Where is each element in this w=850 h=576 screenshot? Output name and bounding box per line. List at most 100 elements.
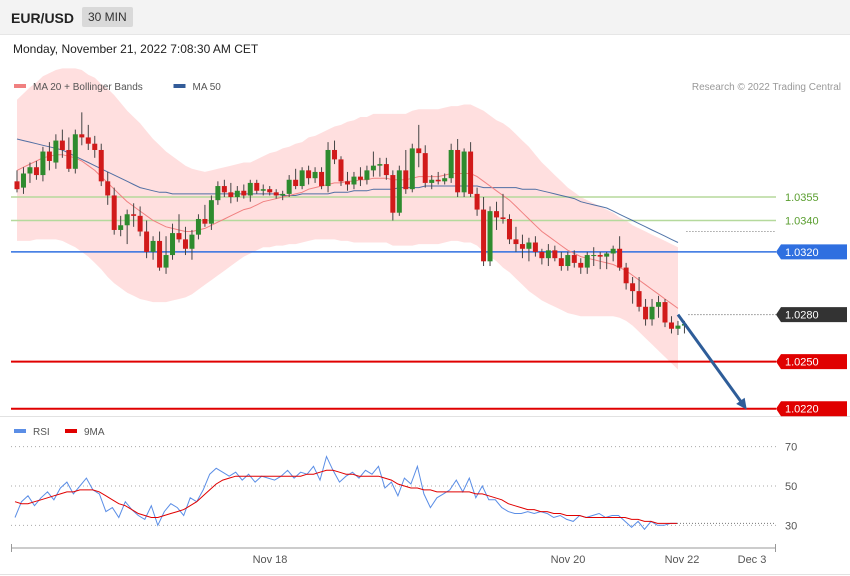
candle-body bbox=[170, 233, 176, 256]
candle-body bbox=[267, 189, 273, 193]
rsi-legend-swatch-1 bbox=[65, 429, 77, 433]
candle-body bbox=[597, 255, 603, 257]
level-tag-1.0280 bbox=[776, 307, 847, 323]
rsi-ma-line bbox=[14, 469, 677, 524]
candle-body bbox=[675, 325, 681, 329]
candle-body bbox=[208, 200, 214, 224]
level-tag-1.0220 bbox=[776, 401, 847, 417]
candle-body bbox=[299, 170, 305, 187]
forecast-arrow bbox=[676, 313, 745, 406]
candle-body bbox=[332, 149, 338, 160]
candle-body bbox=[79, 134, 85, 138]
candle-body bbox=[532, 242, 538, 252]
candle-body bbox=[455, 149, 461, 193]
candle-body bbox=[662, 302, 668, 323]
candle-body bbox=[14, 181, 20, 190]
candle-body bbox=[435, 179, 441, 182]
candle-body bbox=[260, 189, 266, 191]
candle-body bbox=[286, 179, 292, 194]
candle-body bbox=[118, 225, 124, 230]
candle-body bbox=[273, 192, 279, 196]
candle-body bbox=[351, 176, 357, 185]
candle-body bbox=[111, 195, 117, 230]
candle-body bbox=[33, 167, 39, 176]
candle-body bbox=[312, 171, 318, 179]
candle-body bbox=[338, 159, 344, 182]
candle-body bbox=[92, 143, 98, 150]
level-tag-1.0320 bbox=[776, 244, 847, 260]
candle-body bbox=[513, 239, 519, 245]
candle-body bbox=[500, 217, 506, 219]
candle-body bbox=[578, 262, 584, 268]
time-label-2: Nov 22 bbox=[665, 554, 700, 566]
credit-text: Research © 2022 Trading Central bbox=[692, 82, 841, 93]
time-label-1: Nov 20 bbox=[551, 554, 586, 566]
level-label-1.0355: 1.0355 bbox=[785, 192, 819, 204]
candle-body bbox=[539, 251, 545, 259]
candle-body bbox=[656, 302, 662, 307]
candle-body bbox=[215, 186, 221, 201]
candle-body bbox=[157, 240, 163, 268]
candle-body bbox=[422, 153, 428, 183]
candle-body bbox=[396, 170, 402, 213]
candle-body bbox=[247, 182, 253, 196]
rsi-tick-50: 50 bbox=[785, 481, 797, 493]
candle-body bbox=[228, 192, 234, 198]
candle-body bbox=[221, 186, 227, 193]
candle-body bbox=[293, 179, 299, 187]
level-label-1.0280: 1.0280 bbox=[785, 310, 819, 322]
forecast-arrowhead bbox=[736, 397, 747, 410]
candle-body bbox=[481, 209, 487, 262]
rsi-tick-30: 30 bbox=[785, 520, 797, 532]
header-bar: EUR/USD 30 MIN bbox=[0, 0, 850, 35]
time-label-3: Dec 3 bbox=[738, 554, 767, 566]
candle-body bbox=[409, 148, 415, 190]
rsi-legend-swatch-0 bbox=[14, 429, 26, 433]
legend-label-0: MA 20 + Bollinger Bands bbox=[33, 82, 143, 93]
candle-body bbox=[27, 167, 33, 174]
candle-body bbox=[306, 170, 312, 179]
level-label-1.0320: 1.0320 bbox=[785, 247, 819, 259]
candle-body bbox=[442, 178, 448, 182]
candle-body bbox=[448, 149, 454, 179]
candle-body bbox=[558, 258, 564, 267]
candle-body bbox=[59, 140, 65, 150]
candle-body bbox=[85, 137, 91, 144]
legend-swatch-1 bbox=[173, 84, 186, 88]
candle-body bbox=[383, 164, 389, 176]
candle-body bbox=[131, 214, 137, 216]
candle-body bbox=[630, 283, 636, 292]
candle-body bbox=[53, 140, 59, 163]
candle-body bbox=[105, 181, 111, 196]
candle-body bbox=[487, 211, 493, 262]
candle-body bbox=[325, 149, 331, 187]
candle-body bbox=[280, 193, 286, 196]
candle-body bbox=[416, 148, 422, 154]
candle-body bbox=[182, 239, 188, 249]
legend-swatch-0 bbox=[14, 84, 26, 88]
timeframe-button[interactable]: 30 MIN bbox=[82, 7, 133, 27]
level-label-1.0220: 1.0220 bbox=[785, 404, 819, 416]
candle-body bbox=[610, 248, 616, 254]
candle-body bbox=[474, 193, 480, 210]
candle-body bbox=[98, 149, 104, 182]
rsi-legend-label-1: 9MA bbox=[84, 427, 105, 438]
candle-body bbox=[40, 151, 46, 176]
candle-body bbox=[144, 231, 150, 252]
candle-body bbox=[241, 190, 247, 196]
candle-body bbox=[584, 255, 590, 268]
level-tag-1.0250 bbox=[776, 354, 847, 370]
candle-body bbox=[254, 182, 260, 191]
candle-body bbox=[46, 151, 52, 161]
candle-body bbox=[623, 267, 629, 284]
candle-body bbox=[344, 181, 350, 185]
candle-body bbox=[617, 248, 623, 268]
rsi-tick-70: 70 bbox=[785, 442, 797, 454]
candle-body bbox=[72, 134, 78, 169]
candle-body bbox=[20, 173, 26, 188]
candle-body bbox=[668, 322, 674, 329]
bollinger-band bbox=[17, 68, 678, 370]
candle-body bbox=[571, 255, 577, 263]
